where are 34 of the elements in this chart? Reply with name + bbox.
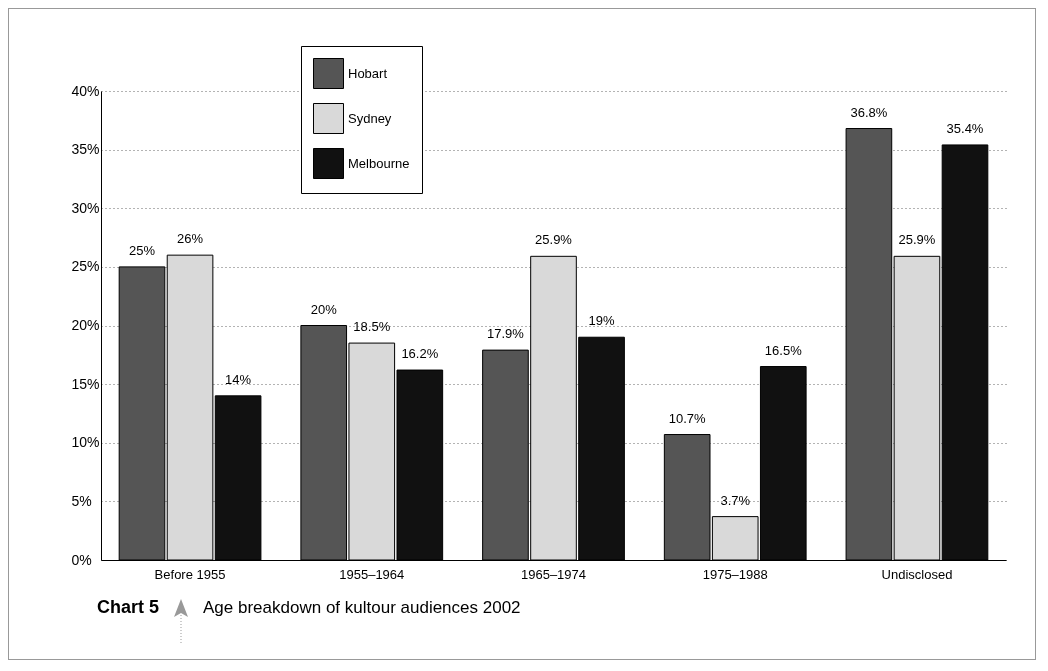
- y-tick-label: 25%: [71, 258, 100, 275]
- x-tick-label: 1965–1974: [520, 566, 587, 582]
- data-label: 16.2%: [401, 346, 439, 362]
- y-tick-label: 20%: [71, 317, 100, 333]
- data-label: 19%: [588, 313, 615, 329]
- y-tick-label: 10%: [71, 434, 100, 451]
- text: Chart 5: [97, 597, 160, 618]
- x-tick-label: 1955–1964: [339, 566, 405, 582]
- data-label: 25.9%: [535, 232, 573, 248]
- y-tick-label: 40%: [71, 82, 100, 99]
- y-tick-label: 5%: [71, 492, 92, 509]
- data-label: 20%: [310, 301, 338, 317]
- data-label: 18.5%: [353, 319, 391, 335]
- x-tick-label: Before 1955: [154, 566, 226, 582]
- data-label: 16.5%: [764, 342, 803, 358]
- data-label: 36.8%: [850, 104, 888, 120]
- y-tick-label: 0%: [71, 551, 92, 568]
- legend-label: Hobart: [348, 65, 388, 81]
- data-label: 17.9%: [487, 326, 525, 342]
- data-label: 25.9%: [898, 232, 936, 248]
- data-label: 26%: [177, 231, 204, 247]
- data-label: 10.7%: [668, 410, 707, 426]
- data-label: 14%: [225, 371, 252, 387]
- legend-label: Melbourne: [348, 155, 410, 171]
- legend-label: Sydney: [348, 110, 392, 126]
- x-tick-label: 1975–1988: [702, 566, 768, 582]
- text: Age breakdown of kultour audiences 2002: [203, 597, 521, 618]
- data-label: 35.4%: [946, 120, 984, 136]
- y-tick-label: 35%: [71, 141, 100, 158]
- data-label: 25%: [128, 242, 156, 258]
- y-tick-label: 15%: [71, 375, 100, 392]
- y-tick-label: 30%: [71, 199, 100, 216]
- x-tick-label: Undisclosed: [881, 566, 953, 582]
- data-label: 3.7%: [720, 492, 751, 508]
